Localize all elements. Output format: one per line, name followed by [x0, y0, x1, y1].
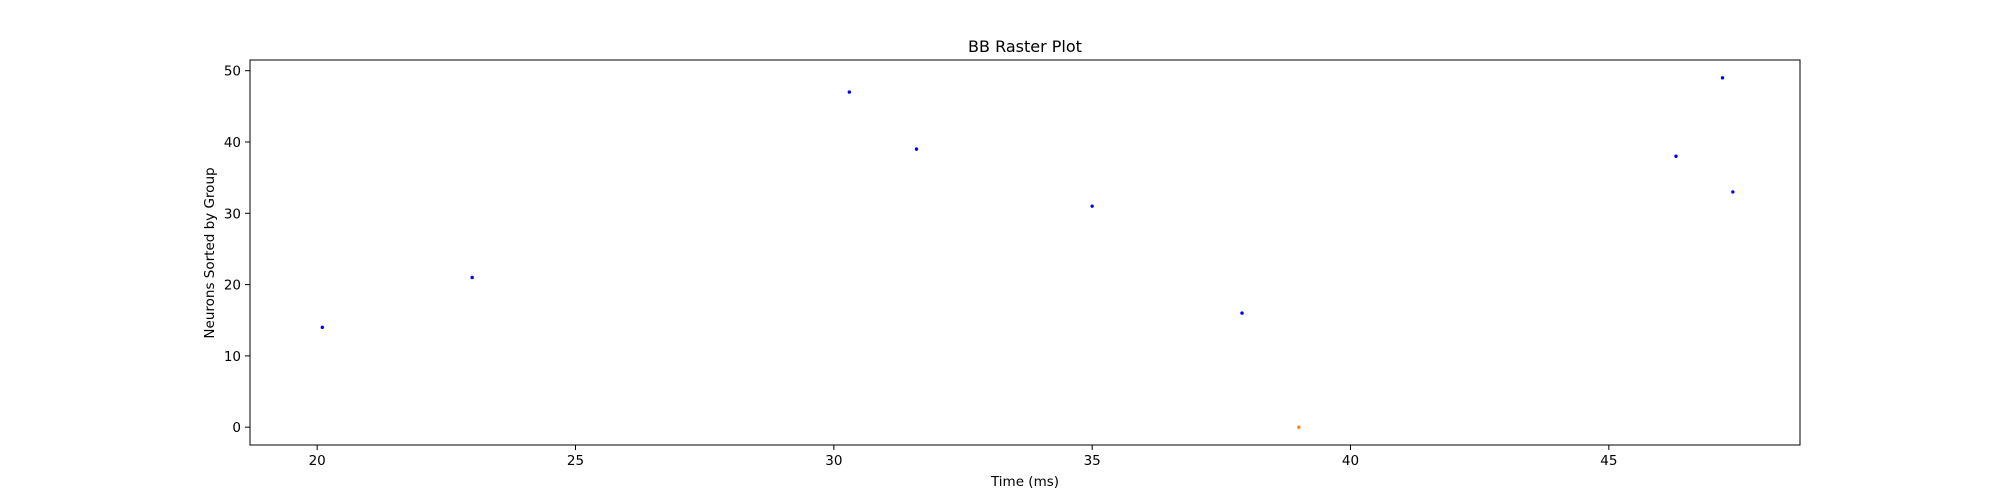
- spike-point: [470, 275, 474, 280]
- y-tick-label: 40: [224, 135, 241, 151]
- x-tick-label: 25: [567, 453, 584, 469]
- spike-point: [1090, 204, 1094, 208]
- plot-area-frame: [249, 59, 1801, 446]
- spike-point: [1240, 311, 1244, 315]
- x-axis-title: Time (ms): [990, 474, 1059, 490]
- x-tick-label: 40: [1342, 453, 1359, 469]
- spike-points: [320, 76, 1735, 429]
- spike-point: [320, 325, 325, 330]
- y-tick-label: 20: [224, 278, 241, 294]
- spike-point: [847, 90, 852, 94]
- spike-point: [914, 147, 919, 151]
- x-tick-label: 45: [1600, 453, 1617, 469]
- x-tick-label: 35: [1084, 453, 1101, 469]
- y-axis-title: Neurons Sorted by Group: [202, 167, 218, 338]
- y-tick-label: 0: [232, 420, 241, 436]
- spike-point: [1731, 190, 1735, 194]
- y-axis-ticks: 0 10 20 30 40 50: [224, 64, 250, 436]
- chart-title: BB Raster Plot: [968, 37, 1082, 56]
- x-axis-ticks: 20 25 30 35 40 45: [309, 445, 1617, 469]
- x-tick-label: 20: [309, 453, 326, 469]
- x-tick-label: 30: [825, 453, 842, 469]
- y-tick-label: 10: [224, 349, 241, 365]
- spike-point: [1720, 76, 1725, 80]
- y-tick-label: 30: [224, 206, 241, 222]
- spike-point: [1297, 425, 1301, 429]
- y-tick-label: 50: [224, 64, 241, 80]
- spike-point: [1674, 154, 1678, 158]
